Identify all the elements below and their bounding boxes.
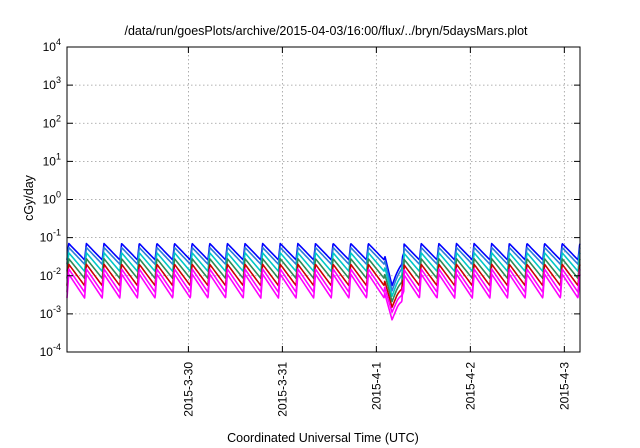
series-line-7	[66, 273, 581, 321]
y-tick-label: 102	[43, 113, 61, 130]
y-tick-base: 10	[43, 193, 57, 207]
y-tick-base: 10	[43, 78, 57, 92]
series-line-6	[66, 268, 581, 314]
chart-title: /data/run/goesPlots/archive/2015-04-03/1…	[124, 24, 528, 38]
y-tick-base: 10	[43, 154, 57, 168]
y-tick-label: 101	[43, 151, 61, 168]
y-tick-exponent: -4	[53, 342, 61, 352]
axis-ticks	[67, 46, 580, 353]
series-line-2	[66, 246, 581, 292]
series-line-3	[66, 252, 581, 298]
y-tick-exponent: -3	[53, 304, 61, 314]
series-line-1	[66, 242, 581, 287]
x-tick-label: 2015-3-31	[275, 362, 289, 417]
y-tick-exponent: 2	[56, 113, 61, 123]
grid-lines	[67, 47, 580, 352]
y-tick-exponent: 1	[56, 151, 61, 161]
y-tick-base: 10	[43, 40, 57, 54]
y-tick-base: 10	[40, 269, 54, 283]
y-tick-label: 10-2	[40, 266, 61, 283]
y-tick-label: 104	[43, 37, 61, 54]
series-line-4	[66, 257, 581, 303]
y-tick-exponent: 0	[56, 190, 61, 200]
y-tick-label: 10-4	[40, 342, 61, 359]
y-tick-exponent: -2	[53, 266, 61, 276]
y-tick-base: 10	[40, 307, 54, 321]
x-tick-label: 2015-4-3	[557, 362, 571, 410]
y-tick-base: 10	[40, 231, 54, 245]
y-tick-label: 103	[43, 75, 61, 92]
y-tick-label: 100	[43, 190, 61, 207]
series-line-5	[66, 263, 581, 308]
y-tick-label: 10-3	[40, 304, 61, 321]
y-tick-label: 10-1	[40, 228, 61, 245]
y-tick-exponent: -1	[53, 228, 61, 238]
y-tick-exponent: 4	[56, 37, 61, 47]
x-tick-label: 2015-4-2	[463, 362, 477, 410]
x-axis-label: Coordinated Universal Time (UTC)	[227, 431, 419, 445]
x-tick-label: 2015-4-1	[369, 362, 383, 410]
y-tick-base: 10	[43, 116, 57, 130]
y-axis-label: cGy/day	[22, 174, 36, 221]
x-tick-label: 2015-3-30	[181, 362, 195, 417]
x-tick-labels: 2015-3-30 2015-3-31 2015-4-1 2015-4-2 2015-4…	[181, 362, 571, 417]
series-group	[66, 242, 581, 321]
y-tick-exponent: 3	[56, 75, 61, 85]
y-tick-base: 10	[40, 345, 54, 359]
